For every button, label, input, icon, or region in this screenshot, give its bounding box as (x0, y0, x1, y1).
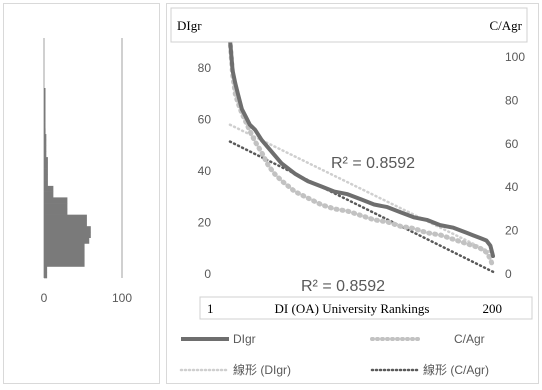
y-ticks-right: 0 20 40 60 80 100 (505, 50, 525, 281)
histogram-bars (44, 88, 91, 279)
hist-bar (44, 122, 46, 129)
hist-x-tick-0: 0 (41, 291, 48, 305)
hist-x-tick-100: 100 (112, 291, 132, 305)
hist-bar (44, 93, 46, 100)
hist-bar (44, 272, 48, 279)
y-axis-left-title: DIgr (177, 18, 202, 33)
x-range-end: 200 (483, 301, 503, 316)
hist-bar (44, 128, 46, 135)
hist-bar (44, 151, 47, 158)
hist-bar (44, 237, 90, 244)
y-tick-right: 0 (505, 267, 512, 281)
hist-bar (44, 231, 91, 238)
hist-bar (44, 214, 87, 221)
x-range-start: 1 (207, 301, 214, 316)
r-squared-annotation-upper: R² = 0.8592 (331, 155, 415, 172)
legend-label-linear-cagr: 線形 (C/Agr) (423, 362, 489, 377)
hist-bar (44, 220, 87, 227)
hist-bar (44, 168, 48, 175)
hist-bar (44, 99, 46, 106)
y-tick-right: 100 (505, 50, 525, 64)
hist-bar (44, 134, 47, 141)
y-axis-right-title: C/Agr (490, 18, 523, 33)
y-tick-left: 80 (198, 61, 212, 75)
line-chart-panel: 0 20 40 60 80 0 20 40 60 80 100 DIgr C/Agr R² = 0… (166, 3, 539, 384)
line-chart-svg: 0 20 40 60 80 0 20 40 60 80 100 DIgr C/Agr R² = 0… (170, 7, 533, 377)
legend-label-cagr: C/Agr (454, 332, 485, 346)
hist-bar (44, 203, 68, 210)
y-tick-right: 20 (505, 224, 519, 238)
y-tick-left: 0 (204, 267, 211, 281)
trendline-digr (228, 123, 495, 255)
y-tick-left: 40 (198, 164, 212, 178)
hist-bar (44, 180, 48, 187)
hist-bar (44, 249, 85, 256)
hist-bar (44, 260, 85, 267)
y-tick-left: 60 (198, 113, 212, 127)
legend: DIgr C/Agr 線形 (DIgr) 線形 (C/Agr) (179, 332, 489, 377)
legend-label-digr: DIgr (233, 332, 256, 346)
legend-label-linear-digr: 線形 (DIgr) (233, 362, 291, 377)
x-axis-title: DI (OA) University Rankings (275, 301, 430, 316)
r-squared-annotation-lower: R² = 0.8592 (301, 278, 385, 295)
series-cagr-line (227, 37, 496, 270)
hist-bar (44, 139, 47, 146)
hist-bar (44, 105, 46, 112)
y-tick-right: 60 (505, 137, 519, 151)
legend-item-linear-cagr: 線形 (C/Agr) (370, 362, 489, 377)
hist-bar (44, 157, 48, 164)
hist-bar (44, 88, 46, 95)
hist-bar (44, 226, 91, 233)
hist-bar (44, 174, 48, 181)
y-ticks-left: 0 20 40 60 80 (198, 61, 212, 281)
hist-bar (44, 243, 85, 250)
y-tick-right: 80 (505, 93, 519, 107)
y-tick-left: 20 (198, 216, 212, 230)
legend-item-digr: DIgr (181, 332, 256, 346)
hist-bar (44, 145, 47, 152)
y-tick-right: 40 (505, 180, 519, 194)
trendline-cagr (228, 140, 495, 274)
x-axis-label-box (199, 296, 533, 320)
series-layer (227, 37, 496, 274)
hist-bar (44, 266, 48, 273)
axis-title-box (170, 7, 528, 43)
legend-item-cagr: C/Agr (370, 332, 485, 346)
hist-bar (44, 185, 54, 192)
hist-bar (44, 162, 48, 169)
hist-bar (44, 191, 54, 198)
hist-bar (44, 111, 46, 118)
hist-bar (44, 116, 46, 123)
series-digr-line (228, 37, 495, 258)
hist-bar (44, 197, 68, 204)
hist-bar (44, 208, 68, 215)
histogram-panel: 0 100 (3, 3, 160, 384)
hist-bar (44, 254, 85, 262)
legend-item-linear-digr: 線形 (DIgr) (179, 362, 291, 377)
histogram-svg: 0 100 (41, 38, 132, 305)
